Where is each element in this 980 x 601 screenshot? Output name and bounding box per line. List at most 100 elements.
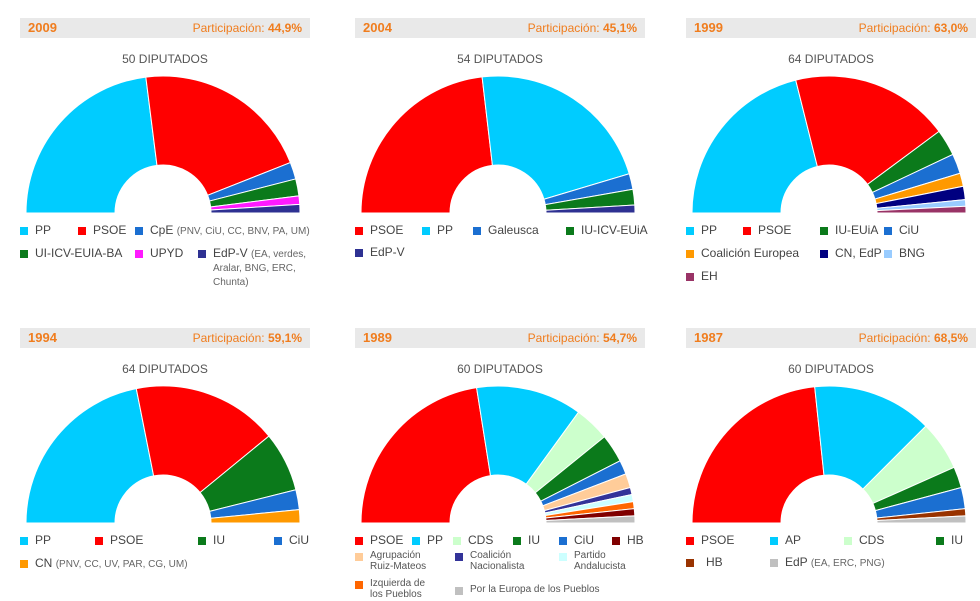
parliament-chart: [25, 385, 301, 524]
legend-swatch: [770, 559, 778, 567]
panel-header: 2009 Participación: 44,9%: [20, 18, 310, 38]
seat-slice-pp: [475, 385, 580, 485]
seats-label: 60 DIPUTADOS: [457, 362, 543, 376]
legend-label: EdP-V: [213, 246, 248, 260]
legend-swatch: [274, 537, 282, 545]
legend-swatch: [686, 227, 694, 235]
participation-label: Participación:: [527, 21, 600, 35]
legend-label: HB: [627, 533, 644, 547]
legend-swatch: [412, 537, 420, 545]
participation-value: 45,1%: [602, 21, 637, 35]
legend-swatch: [743, 227, 751, 235]
legend-swatch: [844, 537, 852, 545]
legend-swatch: [355, 249, 363, 257]
legend-swatch: [135, 227, 143, 235]
legend-label: PSOE: [370, 223, 404, 237]
legend-sublabel: (PNV, CC, UV, PAR, CG, UM): [55, 559, 188, 570]
legend-label: Por la Europa de los Pueblos: [470, 584, 600, 595]
participation-value: 59,1%: [267, 331, 302, 345]
legend-swatch: [566, 227, 574, 235]
legend-label: Coalición Europea: [701, 246, 800, 260]
legend-swatch: [559, 553, 567, 561]
legend-label: UPYD: [150, 246, 184, 260]
legend-swatch: [78, 227, 86, 235]
legend-swatch: [20, 537, 28, 545]
legend-swatch: [686, 273, 694, 281]
legend-label: CN, EdP: [835, 246, 882, 260]
seats-label: 50 DIPUTADOS: [122, 52, 208, 66]
seat-slice-psoe: [795, 75, 940, 186]
legend-swatch: [20, 560, 28, 568]
seat-slice-psoe: [691, 386, 825, 524]
legend-swatch: [355, 553, 363, 561]
legend-swatch: [422, 227, 430, 235]
parliament-chart: [691, 75, 967, 214]
seat-slice-pp: [25, 388, 155, 524]
legend-label: CiU: [289, 533, 309, 547]
legend-swatch: [20, 250, 28, 258]
legend-label: Izquierda de los Pueblos: [370, 578, 426, 600]
panel-header: 1994 Participación: 59,1%: [20, 328, 310, 348]
parliament-chart: [691, 385, 967, 524]
legend-label: IU: [213, 533, 225, 547]
participation-value: 44,9%: [267, 21, 302, 35]
legend-label: Partido Andalucista: [574, 550, 626, 572]
seat-slice-pp: [25, 76, 158, 214]
legend-label: CiU: [574, 533, 594, 547]
participation-label: Participación:: [858, 331, 931, 345]
participation: Participación: 54,7%: [528, 331, 637, 345]
legend-label: IU-EUiA: [835, 223, 879, 237]
legend-label: UI-ICV-EUIA-BA: [35, 246, 123, 260]
legend-label: EdP-V: [370, 245, 405, 259]
participation: Participación: 68,5%: [859, 331, 968, 345]
participation-label: Participación:: [858, 21, 931, 35]
legend-label: PSOE: [93, 223, 127, 237]
legend-label: Galeusca: [488, 223, 539, 237]
legend-label: IU-ICV-EUiA: [581, 223, 648, 237]
legend-label: Agrupación Ruiz-Mateos: [370, 550, 427, 572]
panel-header: 2004 Participación: 45,1%: [355, 18, 645, 38]
legend-label: PSOE: [758, 223, 792, 237]
participation-label: Participación:: [192, 331, 265, 345]
legend-sublabel: (EA, verdes, Aralar, BNG, ERC, Chunta): [213, 249, 307, 288]
legend-label: PP: [427, 533, 444, 547]
seat-slice-pp: [691, 79, 818, 214]
panel-header: 1987 Participación: 68,5%: [686, 328, 976, 348]
seats-label: 54 DIPUTADOS: [457, 52, 543, 66]
participation: Participación: 45,1%: [528, 21, 637, 35]
panel-header: 1999 Participación: 63,0%: [686, 18, 976, 38]
legend-label: PSOE: [701, 533, 735, 547]
legend-label: PSOE: [110, 533, 144, 547]
legend-label: CDS: [859, 533, 885, 547]
participation-value: 68,5%: [933, 331, 968, 345]
legend-label: EdP: [785, 555, 808, 569]
seat-slice-por-la-europa-de-los-pueblos: [545, 515, 636, 524]
legend-swatch: [20, 227, 28, 235]
parliament-chart: [360, 385, 636, 524]
legend-label: CN: [35, 556, 53, 570]
legend-swatch: [455, 553, 463, 561]
legend-swatch: [473, 227, 481, 235]
legend-label: HB: [706, 555, 723, 569]
parliament-chart: [25, 75, 301, 214]
legend-label: CiU: [899, 223, 919, 237]
legend-swatch: [820, 227, 828, 235]
seat-slice-psoe: [360, 387, 492, 524]
legend-swatch: [559, 537, 567, 545]
seat-slice-psoe: [135, 385, 270, 494]
legend-swatch: [884, 227, 892, 235]
legend-swatch: [355, 537, 363, 545]
seat-slice-eh: [876, 205, 967, 214]
legend-swatch: [455, 587, 463, 595]
legend-label: PSOE: [370, 533, 404, 547]
legend-swatch: [198, 537, 206, 545]
seat-slice-psoe: [360, 76, 493, 214]
legend-swatch: [95, 537, 103, 545]
participation: Participación: 44,9%: [193, 21, 302, 35]
participation-label: Participación:: [527, 331, 600, 345]
legend-label: PP: [701, 223, 718, 237]
year-label: 2009: [28, 20, 57, 35]
legend-swatch: [355, 227, 363, 235]
participation-label: Participación:: [192, 21, 265, 35]
legend-swatch: [135, 250, 143, 258]
